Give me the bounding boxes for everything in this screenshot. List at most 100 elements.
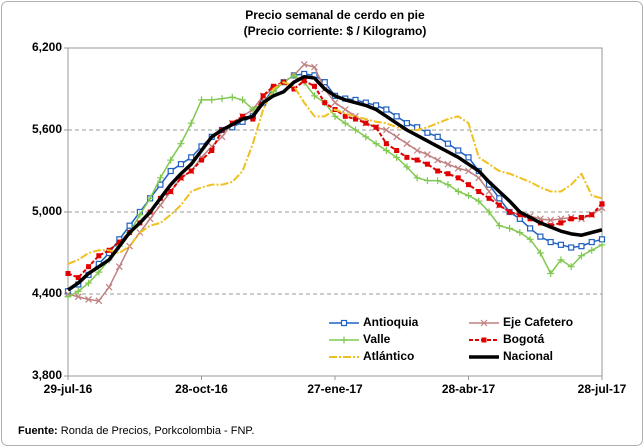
marker — [228, 93, 236, 101]
series-line — [67, 81, 603, 265]
legend-label: Nacional — [503, 349, 553, 363]
marker — [445, 171, 451, 177]
marker — [517, 212, 523, 218]
marker — [434, 133, 441, 140]
marker — [64, 293, 72, 301]
marker — [301, 78, 307, 84]
y-tick-label: 3,800 — [32, 368, 62, 382]
marker — [209, 148, 215, 153]
marker — [177, 140, 185, 148]
y-tick-label: 4,400 — [32, 286, 62, 300]
marker — [95, 297, 103, 305]
marker — [465, 167, 472, 175]
marker — [423, 177, 431, 185]
marker — [423, 151, 431, 159]
marker — [516, 229, 524, 236]
x-tick-label: 27-ene-17 — [307, 382, 363, 396]
marker — [167, 167, 174, 175]
marker — [485, 208, 493, 216]
marker — [403, 140, 411, 148]
marker — [547, 270, 555, 277]
legend-label: Valle — [363, 332, 391, 346]
marker — [403, 163, 411, 171]
marker — [85, 279, 93, 287]
marker — [86, 264, 92, 270]
marker — [434, 156, 442, 164]
marker — [218, 133, 226, 141]
marker — [495, 222, 503, 230]
x-tick-label: 28-abr-17 — [442, 382, 496, 396]
marker — [311, 63, 318, 71]
marker — [188, 154, 195, 161]
marker — [177, 161, 185, 168]
marker — [589, 212, 595, 218]
marker — [393, 153, 401, 161]
marker — [322, 100, 328, 106]
marker — [434, 177, 442, 185]
marker — [567, 263, 575, 271]
legend-label: Bogotá — [503, 332, 545, 346]
source-label: Fuente: — [18, 425, 58, 437]
marker — [454, 188, 462, 195]
legend-box — [325, 312, 595, 369]
marker — [466, 182, 471, 188]
marker — [393, 133, 401, 141]
marker — [249, 106, 257, 113]
marker — [96, 253, 102, 259]
marker — [547, 216, 555, 224]
marker — [311, 83, 317, 89]
marker — [373, 124, 379, 130]
marker — [136, 211, 144, 219]
marker — [403, 120, 410, 127]
marker — [480, 319, 488, 327]
marker — [496, 202, 502, 208]
marker — [115, 263, 123, 271]
marker — [465, 154, 472, 161]
legend-label: Eje Cafetero — [503, 315, 573, 329]
marker — [342, 113, 348, 119]
marker — [187, 119, 195, 127]
marker — [578, 214, 584, 220]
marker — [413, 174, 421, 182]
marker — [199, 157, 204, 163]
marker — [105, 283, 113, 291]
marker — [291, 86, 297, 92]
marker — [481, 337, 487, 343]
marker — [568, 216, 574, 222]
marker — [598, 241, 606, 249]
marker — [340, 319, 348, 327]
marker — [146, 215, 154, 223]
marker — [536, 249, 544, 257]
marker — [157, 181, 164, 188]
marker — [198, 96, 205, 104]
marker — [126, 222, 133, 229]
marker — [74, 287, 82, 295]
marker — [250, 116, 256, 122]
marker — [340, 336, 348, 344]
marker — [527, 225, 534, 232]
marker — [290, 71, 298, 79]
marker — [146, 194, 154, 202]
marker — [578, 243, 585, 250]
legend-label: Antioquia — [363, 315, 419, 329]
chart-subtitle: (Precio corriente: $ / Kilogramo) — [244, 24, 427, 38]
marker — [341, 106, 349, 113]
marker — [310, 92, 318, 100]
source-text: Ronda de Precios, Porkcolombia - FNP. — [61, 425, 255, 437]
marker — [156, 174, 164, 182]
marker — [444, 160, 452, 168]
chart-title: Precio semanal de cerdo en pie — [245, 8, 425, 22]
marker — [383, 106, 390, 113]
marker — [352, 126, 360, 134]
marker — [218, 95, 226, 103]
marker — [424, 129, 431, 136]
source-note: Fuente: Ronda de Precios, Porkcolombia -… — [18, 425, 254, 437]
marker — [455, 175, 461, 181]
marker — [178, 175, 184, 181]
marker — [74, 293, 82, 301]
marker — [353, 116, 359, 122]
marker — [588, 246, 596, 254]
marker — [341, 119, 349, 127]
marker — [507, 209, 513, 215]
marker — [435, 168, 441, 174]
